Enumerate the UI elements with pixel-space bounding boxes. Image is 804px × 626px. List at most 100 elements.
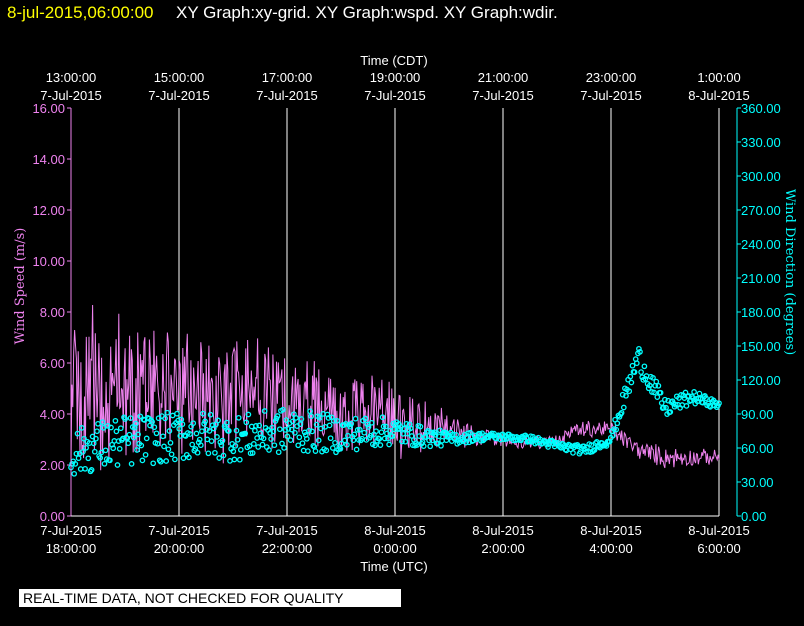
wind-direction-point [310,442,317,449]
wind-direction-point [331,418,337,424]
wind-direction-point [672,401,679,408]
wind-direction-point [236,456,243,463]
wind-direction-point [438,442,444,449]
wind-direction-point [168,451,175,458]
wind-direction-point [216,455,223,461]
wind-direction-point [161,443,167,450]
quality-disclaimer: REAL-TIME DATA, NOT CHECKED FOR QUALITY [19,589,401,607]
top-axis-ticks: 13:00:00 7-Jul-2015 15:00:00 7-Jul-2015 17:0… [40,70,749,103]
timestamp-label: 8-jul-2015,06:00:00 [7,3,154,22]
wind-direction-point [73,450,80,457]
wind-direction-point [429,437,436,444]
top-tick-label-date: 8-Jul-2015 [688,88,749,103]
wind-direction-point [384,430,390,437]
bottom-tick-label-date: 7-Jul-2015 [40,523,101,538]
wind-direction-point [308,413,315,420]
wind-direction-point [165,446,172,453]
wind-direction-point [716,400,722,407]
left-tick-label: 8.00 [40,305,65,320]
bottom-tick-label-time: 6:00:00 [697,541,740,556]
wind-direction-point [690,395,696,401]
wind-direction-point [175,417,181,424]
wind-direction-point [332,439,338,446]
wind-direction-point [296,434,303,441]
wind-direction-point [99,419,106,425]
wind-direction-point [114,462,121,468]
top-axis-label: Time (CDT) [360,53,427,68]
wind-direction-point [151,424,158,431]
wind-direction-point [208,438,215,444]
wind-direction-point [655,382,662,389]
right-axis-label: Wind Direction (degrees) [782,189,797,355]
right-tick-label: 210.00 [741,271,781,286]
right-tick-label: 240.00 [741,237,781,252]
wind-direction-point [203,426,210,433]
wind-direction-point [275,449,282,456]
wind-direction-point [77,466,84,472]
right-tick-label: 360.00 [741,101,781,116]
wind-direction-point [284,433,291,440]
wind-direction-point [636,345,642,352]
wind-direction-point [242,430,249,437]
right-tick-label: 120.00 [741,373,781,388]
wind-direction-point [107,457,113,464]
wind-direction-point [591,447,598,453]
wind-direction-point [78,425,85,431]
wind-direction-point [437,427,443,434]
wind-direction-point [154,440,161,447]
wind-direction-point [283,417,290,423]
wind-direction-point [193,430,200,437]
wind-direction-point [658,400,665,406]
wind-direction-point [312,448,319,454]
plot-frame [70,108,738,517]
wind-direction-point [90,440,97,447]
grid [70,108,720,516]
wind-direction-point [266,447,272,453]
bottom-tick-label-time: 0:00:00 [373,541,416,556]
wind-direction-point [356,426,363,433]
wind-direction-point [130,434,137,441]
wind-direction-point [74,430,81,437]
wind-direction-point [139,457,146,464]
wind-direction-point [102,447,109,454]
wind-direction-point [403,420,410,427]
wind-direction-point [256,422,263,429]
left-tick-label: 0.00 [40,509,65,524]
bottom-tick-label-date: 8-Jul-2015 [580,523,641,538]
wind-direction-point [200,410,206,417]
right-tick-label: 300.00 [741,169,781,184]
wind-direction-point [243,419,250,426]
left-tick-label: 10.00 [32,254,65,269]
wind-direction-point [274,413,281,419]
wind-direction-point [623,392,629,399]
wind-direction-point [122,416,128,422]
left-axis-label: Wind Speed (m/s) [13,228,28,345]
wind-direction-point [116,445,123,452]
wind-direction-point [368,419,375,426]
wind-direction-point [194,449,201,456]
right-tick-label: 180.00 [741,305,781,320]
wind-direction-point [651,389,657,396]
wind-direction-point [385,435,391,442]
top-tick-label-time: 21:00:00 [478,70,529,85]
wind-direction-point [480,437,487,444]
bottom-tick-label-date: 7-Jul-2015 [256,523,317,538]
wind-direction-point [259,441,266,448]
wind-direction-point [245,411,252,418]
wind-direction-point [260,435,267,442]
wind-direction-point [645,385,652,392]
wind-direction-point [378,429,385,436]
wind-direction-point [112,417,119,424]
top-tick-label-date: 7-Jul-2015 [364,88,425,103]
wind-direction-point [313,421,320,428]
wind-direction-point [309,428,316,435]
wind-direction-point [305,448,311,454]
wind-direction-point [235,414,242,421]
wind-direction-point [214,434,220,440]
wind-direction-point [373,428,379,435]
wind-direction-point [638,369,644,375]
wind-direction-point [342,421,349,427]
wind-direction-point [545,444,551,450]
wind-direction-point [100,424,107,431]
